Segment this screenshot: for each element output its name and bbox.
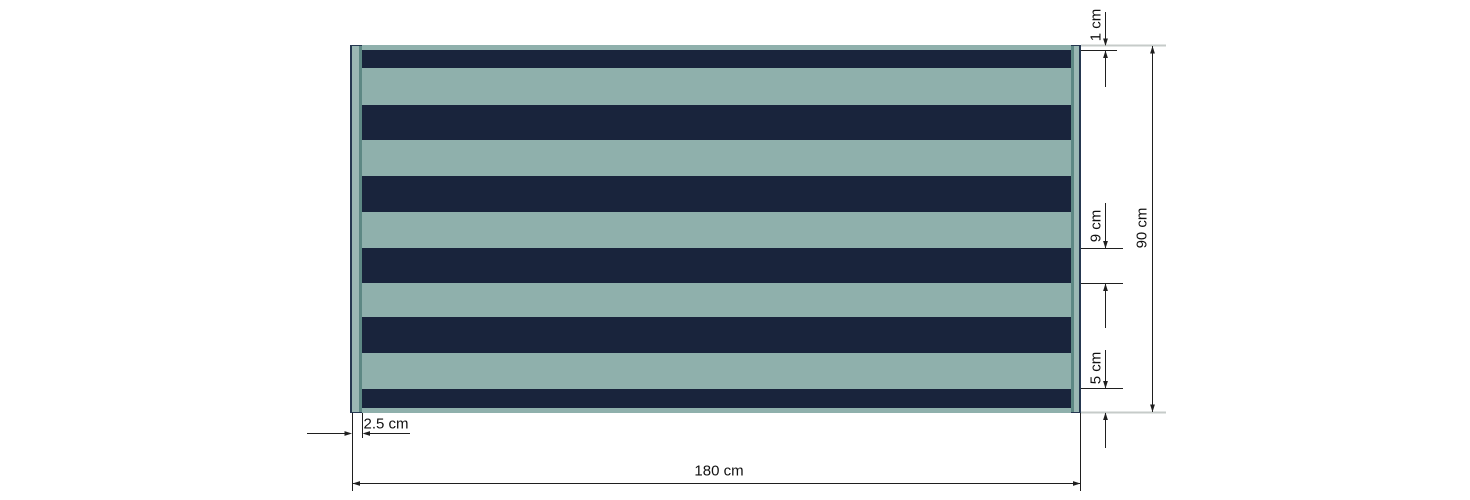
fabric-stripe-navy (362, 317, 1071, 353)
fabric-stripe-sage (362, 353, 1071, 389)
label-total-height-90cm: 90 cm (1133, 207, 1151, 249)
label-bottom-stripe-5cm: 5 cm (1087, 351, 1105, 385)
fabric-stripe-navy (362, 50, 1071, 68)
fabric-stripe-sage (362, 68, 1071, 105)
stripe-stack (362, 45, 1071, 413)
label-top-edge-1cm: 1 cm (1087, 8, 1105, 42)
dim-total-height-90cm (1150, 46, 1155, 412)
fabric-stripe-sage (362, 212, 1071, 248)
fabric-stripe-sage (362, 408, 1071, 413)
left-hem-strip (350, 45, 362, 413)
fabric-stripe-navy (362, 176, 1071, 212)
fabric-panel (350, 45, 1081, 413)
fabric-stripe-navy (362, 248, 1071, 283)
label-total-width-180cm: 180 cm (694, 462, 744, 480)
right-hem-strip (1071, 45, 1081, 413)
fabric-stripe-navy (362, 105, 1071, 140)
label-side-hem-2-5cm: 2.5 cm (363, 415, 409, 433)
fabric-stripe-sage (362, 45, 1071, 50)
fabric-stripe-navy (362, 389, 1071, 408)
fabric-stripe-sage (362, 140, 1071, 176)
label-stripe-9cm: 9 cm (1087, 209, 1105, 243)
fabric-stripe-sage (362, 283, 1071, 317)
